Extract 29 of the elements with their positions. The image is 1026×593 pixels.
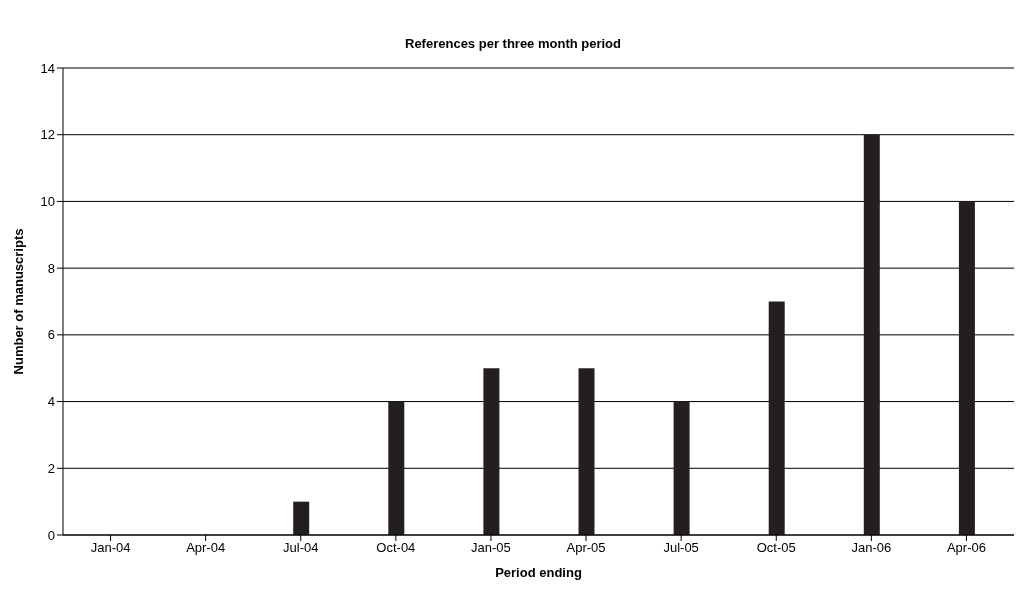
x-tick-label: Jul-05 <box>663 540 699 556</box>
y-tick-label: 10 <box>40 194 55 210</box>
chart-title: References per three month period <box>404 36 622 51</box>
bar <box>388 401 405 535</box>
x-tick-label: Apr-04 <box>186 540 226 556</box>
x-tick-label: Apr-05 <box>566 540 606 556</box>
y-tick-label: 0 <box>47 527 55 543</box>
bar <box>578 368 595 535</box>
y-tick-label: 8 <box>47 260 55 276</box>
bar <box>483 368 500 535</box>
x-tick-label: Oct-05 <box>756 540 796 556</box>
x-tick-label: Apr-06 <box>946 540 986 556</box>
x-tick-label: Jan-05 <box>471 540 511 556</box>
bar <box>293 501 310 535</box>
x-tick-label: Oct-04 <box>376 540 416 556</box>
y-tick-label: 6 <box>47 327 55 343</box>
y-tick-label: 12 <box>40 127 55 143</box>
bar <box>863 134 880 535</box>
x-tick-label: Jan-06 <box>851 540 892 556</box>
x-tick-label: Jul-04 <box>283 540 319 556</box>
x-tick-label: Jan-04 <box>90 540 131 556</box>
y-tick-label: 4 <box>47 394 55 410</box>
bar <box>673 401 690 535</box>
bar <box>768 301 785 535</box>
x-axis-title: Period ending <box>495 565 582 580</box>
y-axis-title: Number of manuscripts <box>10 228 26 375</box>
y-tick-label: 14 <box>40 60 55 76</box>
bar <box>958 201 975 535</box>
y-tick-label: 2 <box>47 460 55 476</box>
